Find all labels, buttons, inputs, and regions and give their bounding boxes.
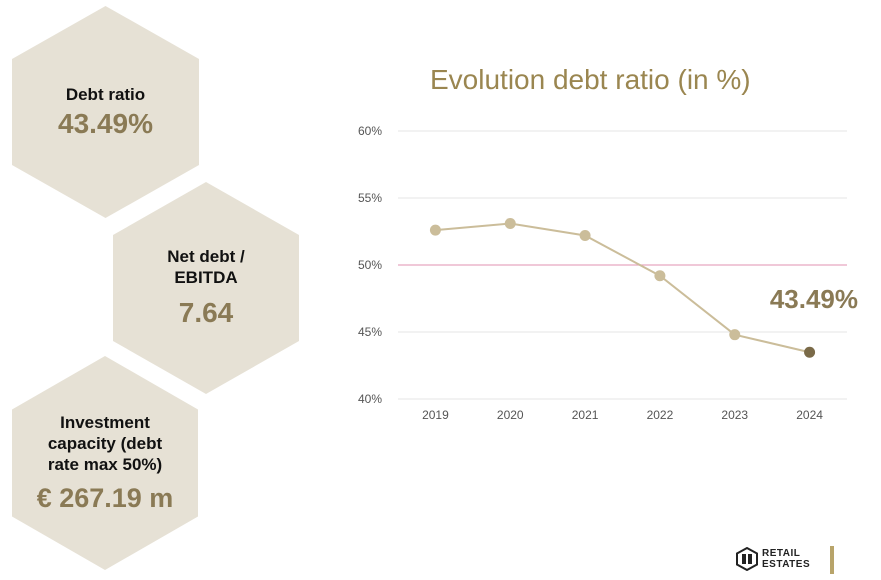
y-tick-label: 50%	[358, 258, 382, 272]
data-point	[804, 346, 816, 358]
y-tick-label: 55%	[358, 191, 382, 205]
kpi-label: Net debt / EBITDA	[167, 247, 245, 287]
x-tick-label: 2021	[572, 408, 599, 422]
logo-text: RETAIL ESTATES	[762, 548, 810, 570]
data-point	[429, 224, 441, 236]
y-tick-label: 40%	[358, 392, 382, 406]
series-line	[435, 222, 810, 354]
chart-title: Evolution debt ratio (in %)	[430, 64, 751, 95]
x-tick-label: 2024	[796, 408, 823, 422]
kpi-value: 7.64	[178, 297, 234, 328]
retail-estates-logo: RETAIL ESTATES	[736, 547, 810, 571]
logo-divider	[830, 546, 834, 574]
y-tick-label: 60%	[358, 124, 382, 138]
x-tick-label: 2020	[497, 408, 524, 422]
kpi-investment-capacity: Investment capacity (debt rate max 50%) …	[12, 356, 198, 570]
kpi-net-debt-ebitda: Net debt / EBITDA 7.64	[113, 182, 299, 394]
x-tick-label: 2023	[721, 408, 748, 422]
x-tick-label: 2019	[422, 408, 449, 422]
logo-line-1: RETAIL	[762, 548, 801, 559]
data-point	[729, 329, 741, 341]
kpi-label: Debt ratio	[65, 84, 146, 104]
value-callout: 43.49%	[770, 284, 858, 314]
kpi-label: Investment capacity (debt rate max 50%)	[47, 412, 163, 474]
logo-mark-icon	[736, 547, 758, 571]
data-point	[579, 230, 591, 242]
x-tick-label: 2022	[647, 408, 674, 422]
kpi-value: € 267.19 m	[36, 482, 174, 513]
data-point	[654, 270, 666, 282]
data-point	[504, 217, 516, 229]
kpi-debt-ratio: Debt ratio 43.49%	[12, 6, 199, 218]
y-tick-label: 45%	[358, 325, 382, 339]
logo-line-2: ESTATES	[762, 559, 811, 570]
kpi-value: 43.49%	[58, 107, 153, 139]
line-chart: 40% 45% 50% 55% 60% 2019 2020 2021 2022 2023 2024 4…	[358, 124, 858, 422]
